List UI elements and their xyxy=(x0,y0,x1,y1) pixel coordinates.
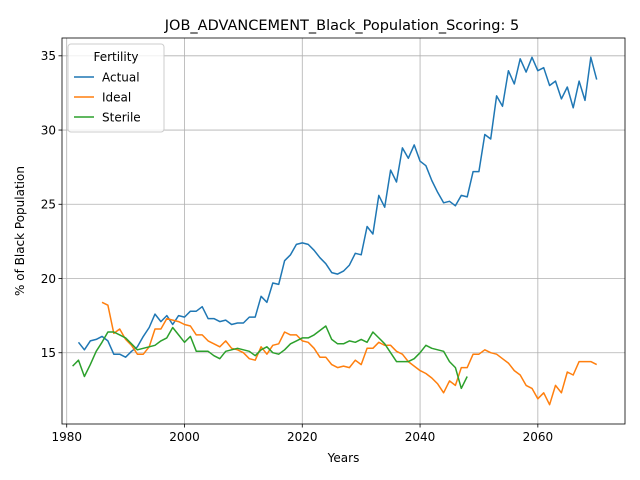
x-tick-label: 2000 xyxy=(169,430,200,444)
series-line-sterile xyxy=(72,325,468,390)
x-tick-label: 2040 xyxy=(405,430,436,444)
x-axis-label: Years xyxy=(327,451,360,465)
grid xyxy=(62,38,625,424)
legend-label: Ideal xyxy=(102,90,131,104)
y-tick-label: 35 xyxy=(41,49,56,63)
axes: 1980 2000 2020 2040 2060 15 20 25 30 35 xyxy=(41,49,553,444)
series-line-actual xyxy=(77,56,598,358)
legend-box xyxy=(67,43,165,133)
y-tick-label: 30 xyxy=(41,123,56,137)
plot-area xyxy=(61,37,626,425)
legend-label: Actual xyxy=(102,70,140,84)
x-tick-label: 2060 xyxy=(523,430,554,444)
plot-lines xyxy=(72,56,598,406)
y-tick-label: 15 xyxy=(41,346,56,360)
legend-title: Fertility xyxy=(93,50,138,64)
x-tick-label: 2020 xyxy=(287,430,318,444)
legend-label: Sterile xyxy=(102,110,141,124)
legend: Fertility Actual Ideal Sterile xyxy=(67,43,165,133)
legend-items: Actual Ideal Sterile xyxy=(74,70,141,124)
y-axis-label: % of Black Population xyxy=(13,166,27,296)
series-line-ideal xyxy=(101,301,598,406)
y-tick-label: 25 xyxy=(41,198,56,212)
chart-title: JOB_ADVANCEMENT_Black_Population_Scoring… xyxy=(164,18,519,34)
y-tick-label: 20 xyxy=(41,272,56,286)
x-tick-label: 1980 xyxy=(51,430,82,444)
